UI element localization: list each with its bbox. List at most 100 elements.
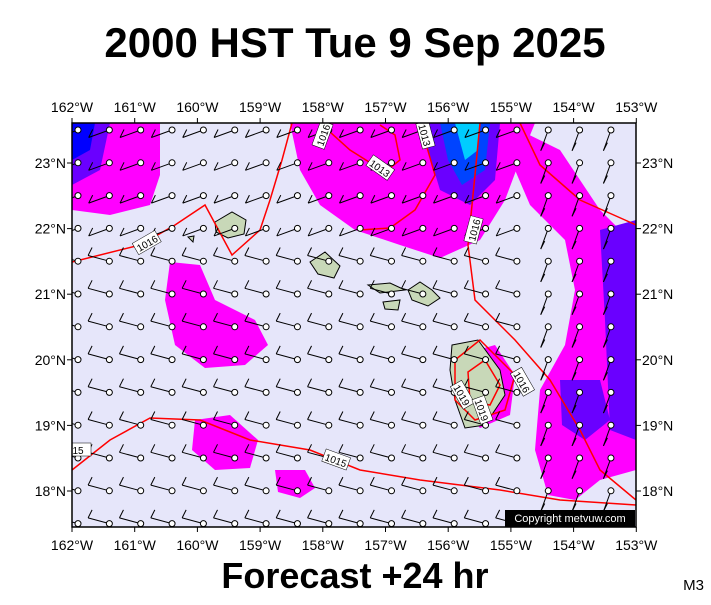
station bbox=[199, 487, 207, 495]
barb-shaft bbox=[307, 517, 329, 525]
barb-shaft bbox=[496, 195, 518, 204]
barb-feather bbox=[150, 378, 156, 387]
barb-shaft bbox=[276, 451, 298, 459]
barb-shaft bbox=[150, 517, 173, 525]
barb-shaft bbox=[464, 451, 486, 459]
station bbox=[576, 454, 584, 462]
barb-feather bbox=[495, 378, 501, 387]
isobar-label-box bbox=[471, 395, 494, 425]
barb-shaft bbox=[213, 255, 235, 262]
station bbox=[262, 224, 270, 232]
barb-shaft bbox=[87, 419, 110, 426]
barb-feather bbox=[432, 411, 438, 420]
station bbox=[450, 224, 458, 232]
station bbox=[168, 421, 176, 429]
station bbox=[450, 421, 458, 429]
station bbox=[199, 421, 207, 429]
barb-feather bbox=[244, 476, 250, 486]
station bbox=[576, 159, 584, 167]
barb-shaft bbox=[339, 195, 361, 204]
barb-feather bbox=[181, 509, 187, 519]
barb-feather bbox=[181, 444, 187, 453]
barb-shaft bbox=[370, 419, 392, 426]
station bbox=[544, 159, 552, 167]
station bbox=[513, 421, 521, 429]
barb-feather bbox=[244, 411, 250, 420]
station bbox=[105, 388, 113, 396]
station bbox=[544, 421, 552, 429]
station bbox=[262, 454, 270, 462]
barb-feather bbox=[495, 476, 501, 486]
barb-feather bbox=[338, 378, 344, 387]
barb-feather bbox=[307, 312, 312, 322]
station bbox=[325, 421, 333, 429]
barb-feather bbox=[463, 444, 469, 453]
station bbox=[513, 159, 521, 167]
station bbox=[576, 126, 584, 134]
station bbox=[419, 257, 427, 265]
barb-feather bbox=[150, 129, 156, 138]
barb-shaft bbox=[496, 129, 518, 138]
barb-shaft bbox=[338, 255, 361, 262]
barb-shaft bbox=[464, 517, 486, 525]
barb-feather bbox=[401, 378, 407, 387]
barb-feather bbox=[150, 411, 156, 420]
station bbox=[544, 454, 552, 462]
barb-feather bbox=[87, 509, 93, 519]
barb-feather bbox=[495, 227, 501, 237]
station bbox=[607, 159, 615, 167]
barb-shaft bbox=[402, 227, 424, 237]
station bbox=[450, 126, 458, 134]
barb-shaft bbox=[119, 129, 141, 138]
station bbox=[74, 388, 82, 396]
station bbox=[356, 192, 364, 200]
barb-feather bbox=[213, 345, 218, 355]
lat-label-right: 22°N bbox=[642, 221, 673, 237]
station bbox=[199, 520, 207, 527]
station bbox=[168, 323, 176, 331]
barb-feather bbox=[602, 372, 608, 381]
barb-feather bbox=[603, 536, 607, 544]
barb-feather bbox=[401, 476, 407, 486]
barb-feather bbox=[57, 379, 61, 387]
station bbox=[576, 421, 584, 429]
barb-shaft bbox=[245, 129, 267, 138]
station bbox=[544, 323, 552, 331]
barb-feather bbox=[540, 470, 546, 479]
barb-feather bbox=[401, 509, 407, 519]
station bbox=[74, 356, 82, 364]
barb-shaft bbox=[307, 320, 329, 328]
barb-shaft bbox=[307, 287, 329, 295]
barb-feather bbox=[181, 247, 187, 256]
isobar-label-box bbox=[321, 448, 351, 471]
station bbox=[607, 224, 615, 232]
station bbox=[137, 421, 145, 429]
barb-shaft bbox=[370, 255, 392, 262]
station bbox=[231, 126, 239, 134]
barb-feather bbox=[88, 129, 94, 138]
station bbox=[231, 290, 239, 298]
lon-label-top: 154°W bbox=[553, 99, 596, 115]
barb-shaft bbox=[401, 517, 423, 525]
station bbox=[419, 520, 427, 527]
barb-feather bbox=[119, 227, 125, 237]
lon-label-bottom: 160°W bbox=[176, 537, 219, 553]
barb-feather bbox=[369, 509, 375, 519]
station bbox=[262, 126, 270, 134]
barb-shaft bbox=[464, 195, 486, 204]
barb-shaft bbox=[213, 419, 235, 426]
station bbox=[607, 356, 615, 364]
barb-feather bbox=[401, 227, 407, 237]
station bbox=[356, 224, 364, 232]
station bbox=[450, 192, 458, 200]
barb-shaft bbox=[276, 484, 298, 492]
station bbox=[356, 520, 364, 527]
barb-feather bbox=[463, 476, 469, 486]
barb-feather bbox=[181, 476, 187, 486]
station bbox=[293, 454, 301, 462]
barb-shaft bbox=[72, 162, 79, 166]
barb-feather bbox=[339, 129, 344, 138]
barb-shaft bbox=[119, 353, 141, 361]
station bbox=[388, 192, 395, 200]
